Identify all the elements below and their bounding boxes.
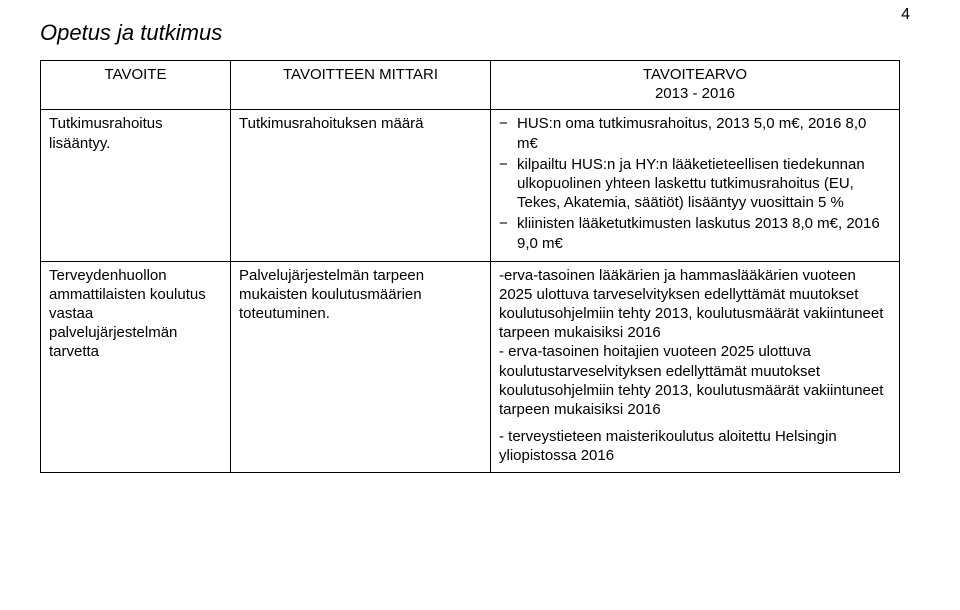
bullet-list: HUS:n oma tutkimusrahoitus, 2013 5,0 m€,…: [499, 114, 891, 252]
cell-target: HUS:n oma tutkimusrahoitus, 2013 5,0 m€,…: [491, 110, 900, 261]
list-item: HUS:n oma tutkimusrahoitus, 2013 5,0 m€,…: [499, 114, 891, 152]
list-item: kilpailtu HUS:n ja HY:n lääketieteellise…: [499, 155, 891, 213]
cell-goal: Tutkimusrahoitus lisääntyy.: [41, 110, 231, 261]
cell-goal: Terveydenhuollon ammattilaisten koulutus…: [41, 261, 231, 472]
paragraph: - terveystieteen maisterikoulutus aloite…: [499, 427, 891, 465]
list-item: kliinisten lääketutkimusten laskutus 201…: [499, 214, 891, 252]
target-header-line2: 2013 - 2016: [655, 85, 735, 102]
section-heading: Opetus ja tutkimus: [40, 20, 900, 46]
paragraph: -erva-tasoinen lääkärien ja hammaslääkär…: [499, 266, 891, 343]
target-header-line1: TAVOITEARVO: [643, 66, 747, 83]
cell-measure: Palvelujärjestelmän tarpeen mukaisten ko…: [231, 261, 491, 472]
cell-target: -erva-tasoinen lääkärien ja hammaslääkär…: [491, 261, 900, 472]
table-row: Tutkimusrahoitus lisääntyy. Tutkimusraho…: [41, 110, 900, 261]
goals-table: TAVOITE TAVOITTEEN MITTARI TAVOITEARVO 2…: [40, 60, 900, 473]
page: 4 Opetus ja tutkimus TAVOITE TAVOITTEEN …: [0, 0, 960, 610]
col-header-goal: TAVOITE: [41, 61, 231, 110]
page-number: 4: [901, 6, 910, 24]
col-header-target: TAVOITEARVO 2013 - 2016: [491, 61, 900, 110]
table-header-row: TAVOITE TAVOITTEEN MITTARI TAVOITEARVO 2…: [41, 61, 900, 110]
paragraph: - erva-tasoinen hoitajien vuoteen 2025 u…: [499, 342, 891, 419]
table-row: Terveydenhuollon ammattilaisten koulutus…: [41, 261, 900, 472]
cell-measure: Tutkimusrahoituksen määrä: [231, 110, 491, 261]
col-header-measure: TAVOITTEEN MITTARI: [231, 61, 491, 110]
